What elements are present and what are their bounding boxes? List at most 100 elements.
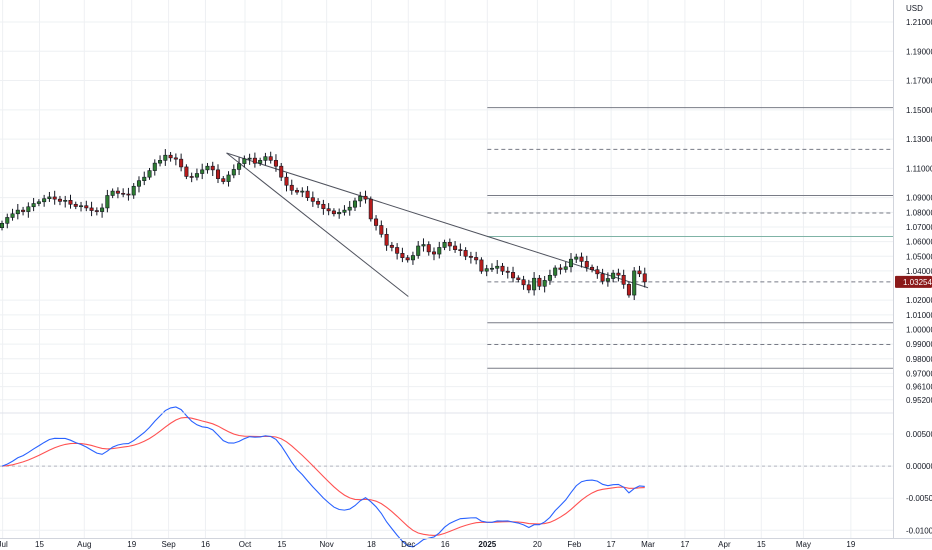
candle-down	[363, 195, 368, 200]
candle-down	[453, 245, 458, 250]
candle	[126, 187, 131, 201]
date-tick-label: 17	[607, 540, 616, 549]
candle	[305, 186, 310, 201]
candle-up	[0, 223, 5, 228]
candle-up	[152, 162, 157, 171]
candle	[500, 262, 505, 275]
candle-up	[574, 256, 579, 260]
candle	[374, 215, 379, 231]
candle	[105, 189, 110, 213]
candle	[358, 191, 363, 208]
candle-down	[179, 158, 184, 168]
price-tick-label: 1.17000	[906, 77, 932, 86]
candle	[63, 195, 68, 208]
candle-up	[147, 170, 152, 178]
candle	[384, 228, 389, 251]
candle	[547, 269, 552, 285]
candle	[210, 161, 215, 177]
trendlines	[226, 152, 649, 297]
candle	[584, 255, 589, 272]
candle	[611, 269, 616, 283]
candle-down	[374, 218, 379, 226]
candle-down	[84, 205, 89, 209]
candle	[542, 276, 547, 293]
candle	[616, 268, 621, 282]
candle-down	[21, 209, 26, 212]
candle	[284, 172, 289, 192]
date-tick-label: 2025	[478, 540, 496, 549]
candle-down	[511, 272, 516, 279]
candle-up	[300, 190, 305, 193]
candle-down	[458, 249, 463, 251]
candle-up	[26, 206, 31, 212]
date-axis[interactable]: Jul 15 Aug 19 Sep 16 Oct 15 Nov 18 Dec 16 2025 20 Feb 1…	[0, 540, 856, 549]
candle-up	[31, 203, 36, 208]
candle-up	[200, 169, 205, 174]
date-tick-label: 15	[35, 540, 44, 549]
candle	[68, 194, 73, 209]
candle-up	[542, 280, 547, 287]
candle	[215, 164, 221, 184]
candle	[326, 203, 331, 216]
candle-down	[168, 154, 173, 159]
candle	[0, 220, 5, 231]
candle	[521, 275, 526, 290]
candle-down	[379, 225, 384, 235]
candle-down	[94, 210, 99, 212]
candle-up	[547, 274, 552, 281]
candle	[637, 265, 642, 278]
candle	[431, 247, 437, 261]
candle-up	[352, 200, 357, 208]
candle	[337, 208, 342, 219]
date-tick-label: 16	[441, 540, 450, 549]
date-tick-label: 20	[533, 540, 542, 549]
candle-down	[89, 207, 94, 211]
candle-down	[479, 259, 484, 272]
price-tick-label: 1.01000	[906, 311, 932, 320]
candle	[221, 176, 226, 185]
candle-up	[495, 265, 500, 269]
candle	[321, 199, 326, 215]
date-tick-label: Feb	[567, 540, 581, 549]
candle	[563, 261, 568, 273]
candle-up	[247, 157, 252, 160]
candle	[89, 201, 94, 217]
candle	[558, 264, 563, 275]
candle-down	[189, 176, 194, 178]
last-price-label: 1.03254	[903, 278, 932, 287]
candle-down	[184, 166, 189, 177]
candle-down	[215, 169, 221, 179]
candle	[31, 197, 36, 212]
candle-down	[516, 277, 521, 280]
candle	[52, 190, 57, 205]
candle	[442, 239, 447, 251]
date-tick-label: 18	[367, 540, 376, 549]
candle-down	[626, 284, 631, 296]
candle-up	[42, 198, 47, 203]
date-tick-label: Jul	[0, 540, 8, 549]
candle	[163, 149, 168, 166]
macd-signal-line	[1, 416, 645, 536]
candle-down	[521, 279, 526, 286]
candle-up	[532, 277, 537, 291]
candle	[553, 265, 558, 278]
trendline	[226, 152, 409, 297]
candle	[247, 153, 252, 165]
candle-down	[252, 157, 257, 164]
candle-down	[121, 192, 126, 195]
candle-down	[621, 274, 626, 285]
candle	[115, 187, 120, 199]
candle	[295, 187, 300, 195]
candle	[226, 171, 231, 187]
candle-up	[263, 156, 268, 161]
price-tick-label: 1.19000	[906, 47, 932, 56]
candle-up	[358, 195, 363, 202]
candle-down	[500, 265, 505, 272]
candle	[242, 155, 247, 168]
price-axis[interactable]: 1.21000 1.19000 1.17000 1.15000 1.13000 1.110…	[895, 18, 932, 535]
